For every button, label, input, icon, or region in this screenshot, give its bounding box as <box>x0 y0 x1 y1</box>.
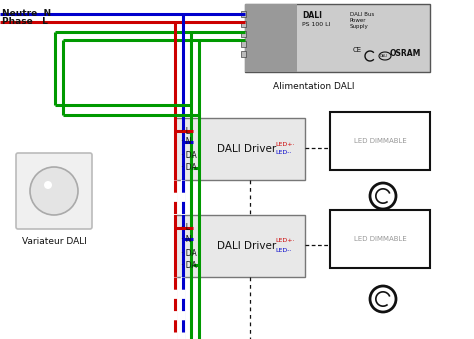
Text: DALI Driver: DALI Driver <box>217 241 276 251</box>
Text: PS 100 LI: PS 100 LI <box>302 22 330 27</box>
Text: Neutre  N: Neutre N <box>2 9 51 19</box>
Bar <box>241 21 246 27</box>
Text: LED-·: LED-· <box>275 151 292 156</box>
Bar <box>241 31 246 37</box>
Text: · L: · L <box>181 223 190 233</box>
Text: DALI Driver: DALI Driver <box>217 144 276 154</box>
Text: · DA: · DA <box>181 163 197 173</box>
Bar <box>245 4 430 72</box>
Text: CE: CE <box>353 47 362 53</box>
Text: OSRAM: OSRAM <box>390 49 421 58</box>
Bar <box>330 210 430 268</box>
Text: Variateur DALI: Variateur DALI <box>21 237 86 246</box>
Text: DALI: DALI <box>302 11 322 20</box>
Text: · N: · N <box>181 235 191 243</box>
Bar <box>241 11 246 17</box>
Text: Alimentation DALI: Alimentation DALI <box>273 82 355 91</box>
Text: · DA: · DA <box>181 248 197 258</box>
FancyBboxPatch shape <box>16 153 92 229</box>
Text: · DA: · DA <box>181 260 197 270</box>
Text: LED+·: LED+· <box>275 239 294 243</box>
Text: DALI Bus: DALI Bus <box>350 12 374 17</box>
Text: DALI: DALI <box>380 54 388 58</box>
Bar <box>245 4 297 72</box>
Bar <box>241 51 246 57</box>
Text: Power: Power <box>350 18 366 23</box>
Text: · DA: · DA <box>181 152 197 160</box>
Bar <box>175 215 305 277</box>
Text: LED+·: LED+· <box>275 141 294 146</box>
Circle shape <box>44 181 52 189</box>
Text: LED-·: LED-· <box>275 247 292 253</box>
Text: · L: · L <box>181 126 190 136</box>
Text: LED DIMMABLE: LED DIMMABLE <box>354 138 406 144</box>
Text: Phase   L: Phase L <box>2 18 48 26</box>
Text: Supply: Supply <box>350 24 369 29</box>
Text: LED DIMMABLE: LED DIMMABLE <box>354 236 406 242</box>
Bar <box>330 112 430 170</box>
Text: · N: · N <box>181 138 191 146</box>
Circle shape <box>30 167 78 215</box>
Bar <box>175 118 305 180</box>
Bar <box>241 41 246 47</box>
